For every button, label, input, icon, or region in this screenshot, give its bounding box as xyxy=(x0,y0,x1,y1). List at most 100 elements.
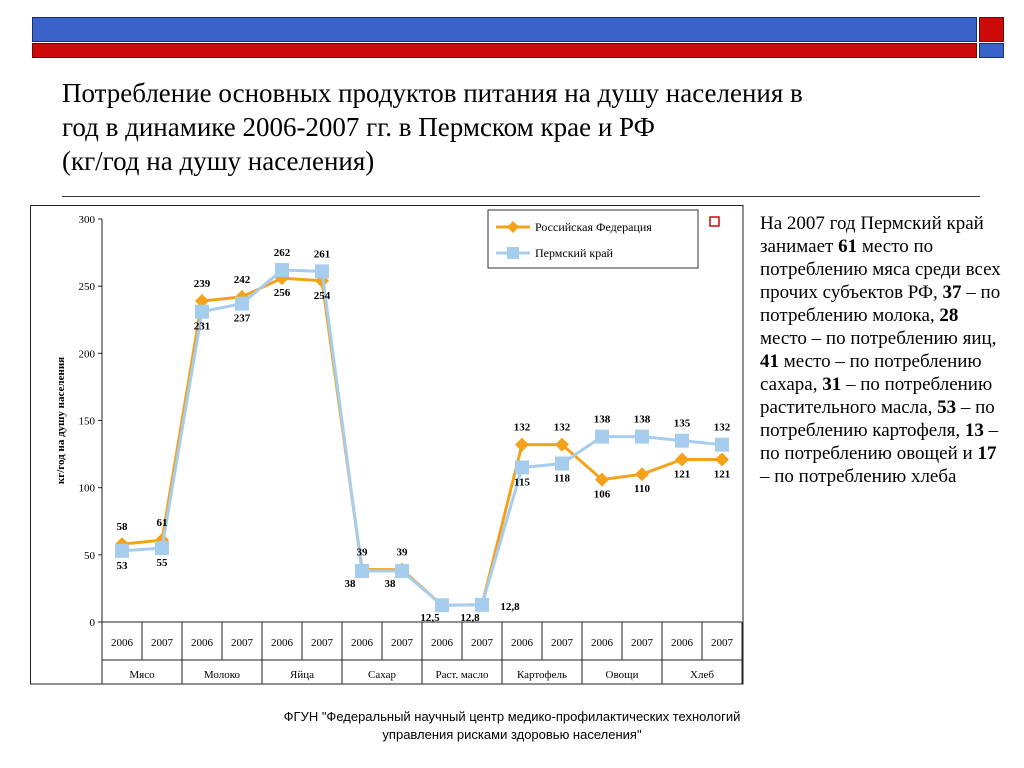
x-group-label: Хлеб xyxy=(690,669,714,681)
perm-data-label: 115 xyxy=(514,477,530,489)
rf-data-label: 39 xyxy=(357,547,369,559)
y-tick-label: 150 xyxy=(79,416,96,428)
rf-data-label: 121 xyxy=(714,468,731,480)
side-text-part: – по потреблению овощей и xyxy=(760,420,999,464)
perm-data-label: 138 xyxy=(634,414,651,426)
y-tick-label: 50 xyxy=(84,550,96,562)
side-text-part: На 2007 год Пермский край занимает xyxy=(760,213,984,257)
perm-data-label: 53 xyxy=(117,560,129,572)
x-year-label: 2006 xyxy=(591,637,614,649)
perm-point xyxy=(635,429,649,444)
perm-point xyxy=(515,460,529,475)
rf-point xyxy=(515,437,529,452)
perm-data-label: 118 xyxy=(554,472,570,484)
legend-perm-label: Пермский край xyxy=(535,246,614,260)
rank-bread: 17 xyxy=(977,443,997,464)
rank-eggs: 28 xyxy=(939,305,959,326)
rf-point xyxy=(195,293,209,308)
y-tick-label: 250 xyxy=(79,281,96,293)
side-text-part: – по потреблению молока, xyxy=(760,282,1001,326)
perm-data-label: 138 xyxy=(594,414,611,426)
rf-data-label: 121 xyxy=(674,468,691,480)
extra-data-label: 12,8 xyxy=(500,601,520,613)
y-tick-label: 0 xyxy=(90,617,96,629)
side-text: На 2007 год Пермский край занимает 61 ме… xyxy=(760,212,1005,488)
rf-data-label: 132 xyxy=(554,422,571,434)
header-square-blue xyxy=(979,43,1004,58)
x-year-label: 2006 xyxy=(351,637,374,649)
x-year-label: 2007 xyxy=(631,637,654,649)
x-year-label: 2007 xyxy=(231,637,254,649)
y-tick-label: 100 xyxy=(79,483,96,495)
perm-data-label: 237 xyxy=(234,313,251,325)
legend-perm-marker xyxy=(507,247,519,259)
header-band-red xyxy=(32,43,977,58)
side-text-part: место – по потреблению сахара, xyxy=(760,351,982,395)
rank-potato: 53 xyxy=(937,397,957,418)
perm-point xyxy=(155,541,169,556)
y-axis-title: кг/год на душу населения xyxy=(55,357,67,484)
perm-data-label: 38 xyxy=(345,578,357,590)
rf-point xyxy=(635,467,649,482)
rf-data-label: 256 xyxy=(274,287,291,299)
perm-data-label: 132 xyxy=(714,422,731,434)
x-group-label: Яйца xyxy=(290,669,314,681)
rank-milk: 37 xyxy=(942,282,962,303)
header-square-red xyxy=(979,17,1004,42)
x-group-label: Картофель xyxy=(517,669,567,681)
legend-box xyxy=(487,209,699,269)
perm-data-label: 12,5 xyxy=(420,612,440,624)
x-group-label: Раст. масло xyxy=(435,669,489,681)
perm-point xyxy=(275,263,289,278)
x-year-label: 2006 xyxy=(671,637,694,649)
side-text-part: – по потреблению хлеба xyxy=(760,466,957,487)
rf-data-label: 242 xyxy=(234,274,251,286)
rf-point xyxy=(275,271,289,286)
side-text-part: – по потреблению растительного масла, xyxy=(760,374,993,418)
x-group-label: Сахар xyxy=(368,669,396,681)
x-year-label: 2007 xyxy=(471,637,494,649)
perm-point xyxy=(115,543,129,558)
footer-line-1: ФГУН "Федеральный научный центр медико-п… xyxy=(283,709,741,724)
rf-data-label: 61 xyxy=(157,517,168,529)
perm-data-label: 55 xyxy=(157,557,169,569)
rf-point xyxy=(715,452,729,467)
series-line xyxy=(121,268,723,607)
rank-vegetables: 13 xyxy=(964,420,984,441)
x-year-label: 2006 xyxy=(431,637,454,649)
perm-point xyxy=(315,264,329,279)
legend-rf-label: Российская Федерация xyxy=(535,220,652,234)
perm-point xyxy=(675,433,689,448)
perm-point xyxy=(715,437,729,452)
rank-sugar: 41 xyxy=(760,351,779,372)
perm-data-label: 262 xyxy=(274,247,291,259)
side-text-part: место по потреблению мяса среди всех про… xyxy=(760,236,1001,303)
perm-point xyxy=(235,296,249,311)
x-year-label: 2006 xyxy=(511,637,534,649)
side-text-part: место – по потреблению яиц, xyxy=(760,328,997,349)
selection-handle-icon xyxy=(709,216,720,227)
x-year-label: 2006 xyxy=(191,637,214,649)
rf-data-label: 39 xyxy=(397,547,409,559)
x-year-label: 2006 xyxy=(111,637,134,649)
rf-point xyxy=(595,472,609,487)
x-group-label: Мясо xyxy=(129,669,155,681)
footer: ФГУН "Федеральный научный центр медико-п… xyxy=(200,708,824,744)
y-tick-label: 200 xyxy=(79,348,96,360)
perm-point xyxy=(355,563,369,578)
x-year-label: 2007 xyxy=(391,637,414,649)
perm-data-label: 12,8 xyxy=(460,612,480,624)
perm-data-label: 231 xyxy=(194,321,211,333)
perm-data-label: 38 xyxy=(385,578,397,590)
rf-data-label: 110 xyxy=(634,483,650,495)
x-year-label: 2007 xyxy=(311,637,334,649)
header-band-blue xyxy=(32,17,977,42)
perm-data-label: 261 xyxy=(314,248,331,260)
y-tick-label: 300 xyxy=(79,214,96,226)
perm-point xyxy=(435,598,449,613)
x-year-label: 2007 xyxy=(151,637,174,649)
perm-point xyxy=(395,563,409,578)
legend-rf-marker xyxy=(507,221,519,233)
perm-point xyxy=(195,304,209,319)
title-line-3: (кг/год на душу населения) xyxy=(62,146,375,176)
